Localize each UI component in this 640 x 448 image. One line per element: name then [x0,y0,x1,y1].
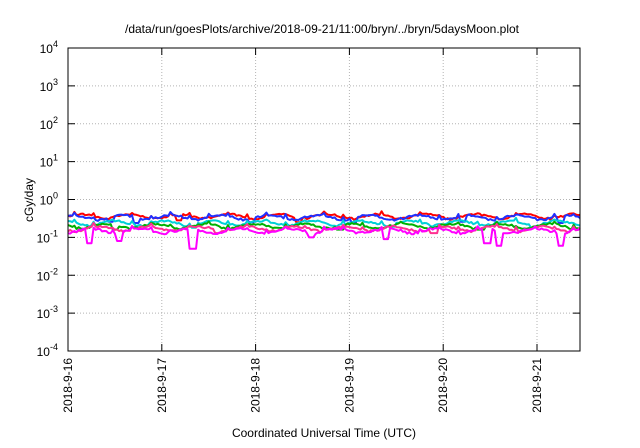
x-tick-label: 2018-9-19 [342,358,356,413]
x-axis-label: Coordinated Universal Time (UTC) [232,426,416,440]
y-tick-exponent: -1 [50,228,58,238]
data-series [67,210,581,250]
y-tick-label: 100 [40,191,58,208]
y-tick-base: 10 [40,156,54,170]
y-tick-exponent: 0 [53,191,58,201]
y-tick-exponent: 4 [53,39,58,49]
series-line [67,225,581,250]
series-line [67,211,581,224]
y-tick-exponent: -4 [50,342,58,352]
y-axis-label: cGy/day [22,178,36,222]
x-tick-label: 2018-9-17 [155,358,169,413]
y-tick-exponent: -2 [50,266,58,276]
y-tick-base: 10 [37,269,51,283]
x-tick-label: 2018-9-18 [249,358,263,413]
y-tick-base: 10 [37,231,51,245]
y-tick-label: 10-4 [37,342,58,359]
y-tick-exponent: -3 [50,304,58,314]
y-tick-base: 10 [40,194,54,208]
y-tick-label: 104 [40,39,58,56]
y-tick-exponent: 2 [53,115,58,125]
y-tick-exponent: 1 [53,153,58,163]
y-tick-base: 10 [40,80,54,94]
x-tick-label: 2018-9-21 [530,358,544,413]
y-tick-base: 10 [37,307,51,321]
x-tick-label: 2018-9-20 [436,358,450,413]
y-tick-exponent: 3 [53,77,58,87]
chart-title: /data/run/goesPlots/archive/2018-09-21/1… [125,22,520,36]
y-tick-base: 10 [40,42,54,56]
y-tick-label: 102 [40,115,58,132]
x-axis-ticks: 2018-9-16 2018-9-17 2018-9-18 2018-9-19 2018… [61,48,544,413]
y-tick-label: 10-1 [37,228,58,245]
y-tick-base: 10 [37,345,51,359]
y-tick-label: 10-2 [37,266,58,283]
y-tick-base: 10 [40,118,54,132]
x-tick-label: 2018-9-16 [61,358,75,413]
y-tick-label: 103 [40,77,58,94]
y-tick-label: 101 [40,153,58,170]
grid-lines [68,48,580,351]
y-tick-label: 10-3 [37,304,58,321]
